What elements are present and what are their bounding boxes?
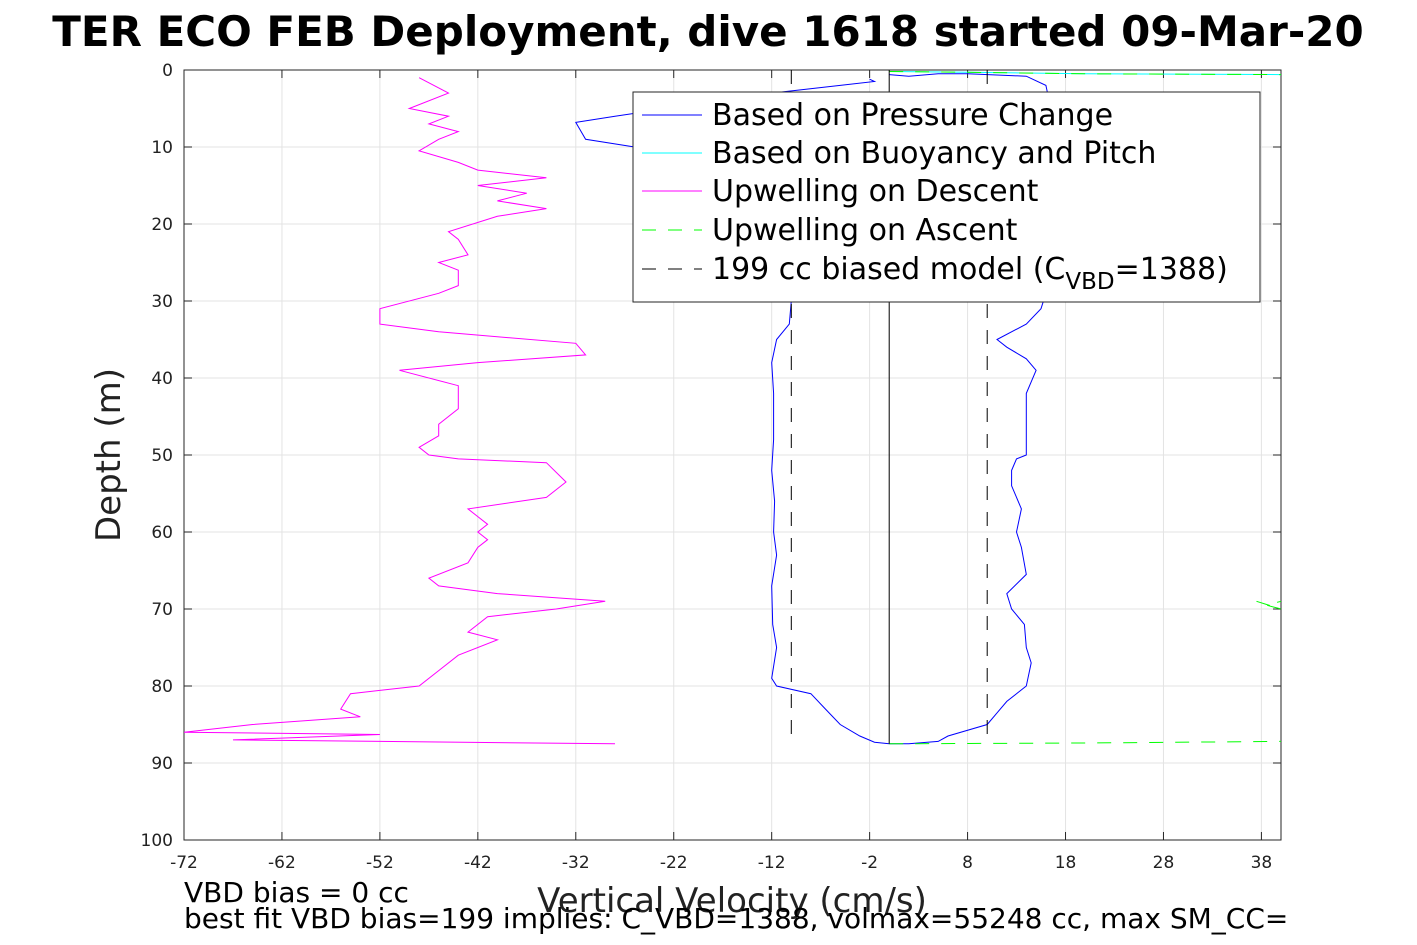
- legend-label-pressure: Based on Pressure Change: [712, 98, 1113, 133]
- legend: Based on Pressure Change Based on Buoyan…: [632, 91, 1261, 303]
- x-tick-label: -72: [170, 853, 198, 873]
- x-axis-label: Vertical Velocity (cm/s): [537, 881, 927, 921]
- legend-label-model: 199 cc biased model (CVBD=1388): [712, 252, 1228, 295]
- legend-label-buoyancy: Based on Buoyancy and Pitch: [712, 136, 1156, 171]
- x-tick-label: 8: [962, 853, 973, 873]
- y-axis-label: Depth (m): [89, 368, 129, 542]
- y-tick-label: 90: [151, 754, 173, 774]
- x-tick-label: 38: [1251, 853, 1273, 873]
- annotation-vbd-bias: VBD bias = 0 cc: [184, 876, 409, 909]
- chart-title: TER ECO FEB Deployment, dive 1618 starte…: [52, 7, 1363, 56]
- y-tick-label: 30: [151, 292, 173, 312]
- legend-label-ascent: Upwelling on Ascent: [712, 213, 1018, 248]
- series-line-upwelling-on-ascent: [1256, 600, 1281, 610]
- legend-label-model-subscript: VBD: [1065, 269, 1114, 295]
- y-axis: 0 10 20 30 40 50 60 70 80 90 100: [141, 61, 1281, 851]
- x-tick-label: -12: [758, 853, 786, 873]
- x-axis: -72 -62 -52 -42 -32 -22 -12 -2 8 18 28 38: [170, 70, 1272, 873]
- x-tick-label: -52: [366, 853, 394, 873]
- series-line-upwelling-on-ascent: [889, 71, 1281, 76]
- y-tick-label: 20: [151, 215, 173, 235]
- y-tick-label: 70: [151, 600, 173, 620]
- y-tick-label: 40: [151, 369, 173, 389]
- legend-label-model-main: 199 cc biased model (C: [712, 252, 1065, 287]
- legend-box: [632, 91, 1261, 303]
- x-tick-label: -62: [268, 853, 296, 873]
- y-tick-label: 80: [151, 677, 173, 697]
- series-line-upwelling-on-descent: [184, 77, 616, 745]
- x-tick-label: 18: [1055, 853, 1077, 873]
- legend-label-model-tail: =1388): [1115, 252, 1228, 287]
- x-tick-label: -42: [464, 853, 492, 873]
- x-tick-label: 28: [1153, 853, 1175, 873]
- y-tick-label: 0: [162, 61, 173, 81]
- y-tick-label: 60: [151, 523, 173, 543]
- annotation-best-fit: best fit VBD bias=199 implies: C_VBD=138…: [184, 902, 1288, 935]
- series-line-upwelling-on-ascent: [889, 740, 1281, 745]
- y-tick-label: 10: [151, 138, 173, 158]
- y-tick-label: 50: [151, 446, 173, 466]
- y-tick-label: 100: [141, 831, 173, 851]
- x-tick-label: -32: [562, 853, 590, 873]
- x-tick-label: -2: [861, 853, 878, 873]
- x-tick-label: -22: [660, 853, 688, 873]
- legend-label-descent: Upwelling on Descent: [712, 174, 1039, 209]
